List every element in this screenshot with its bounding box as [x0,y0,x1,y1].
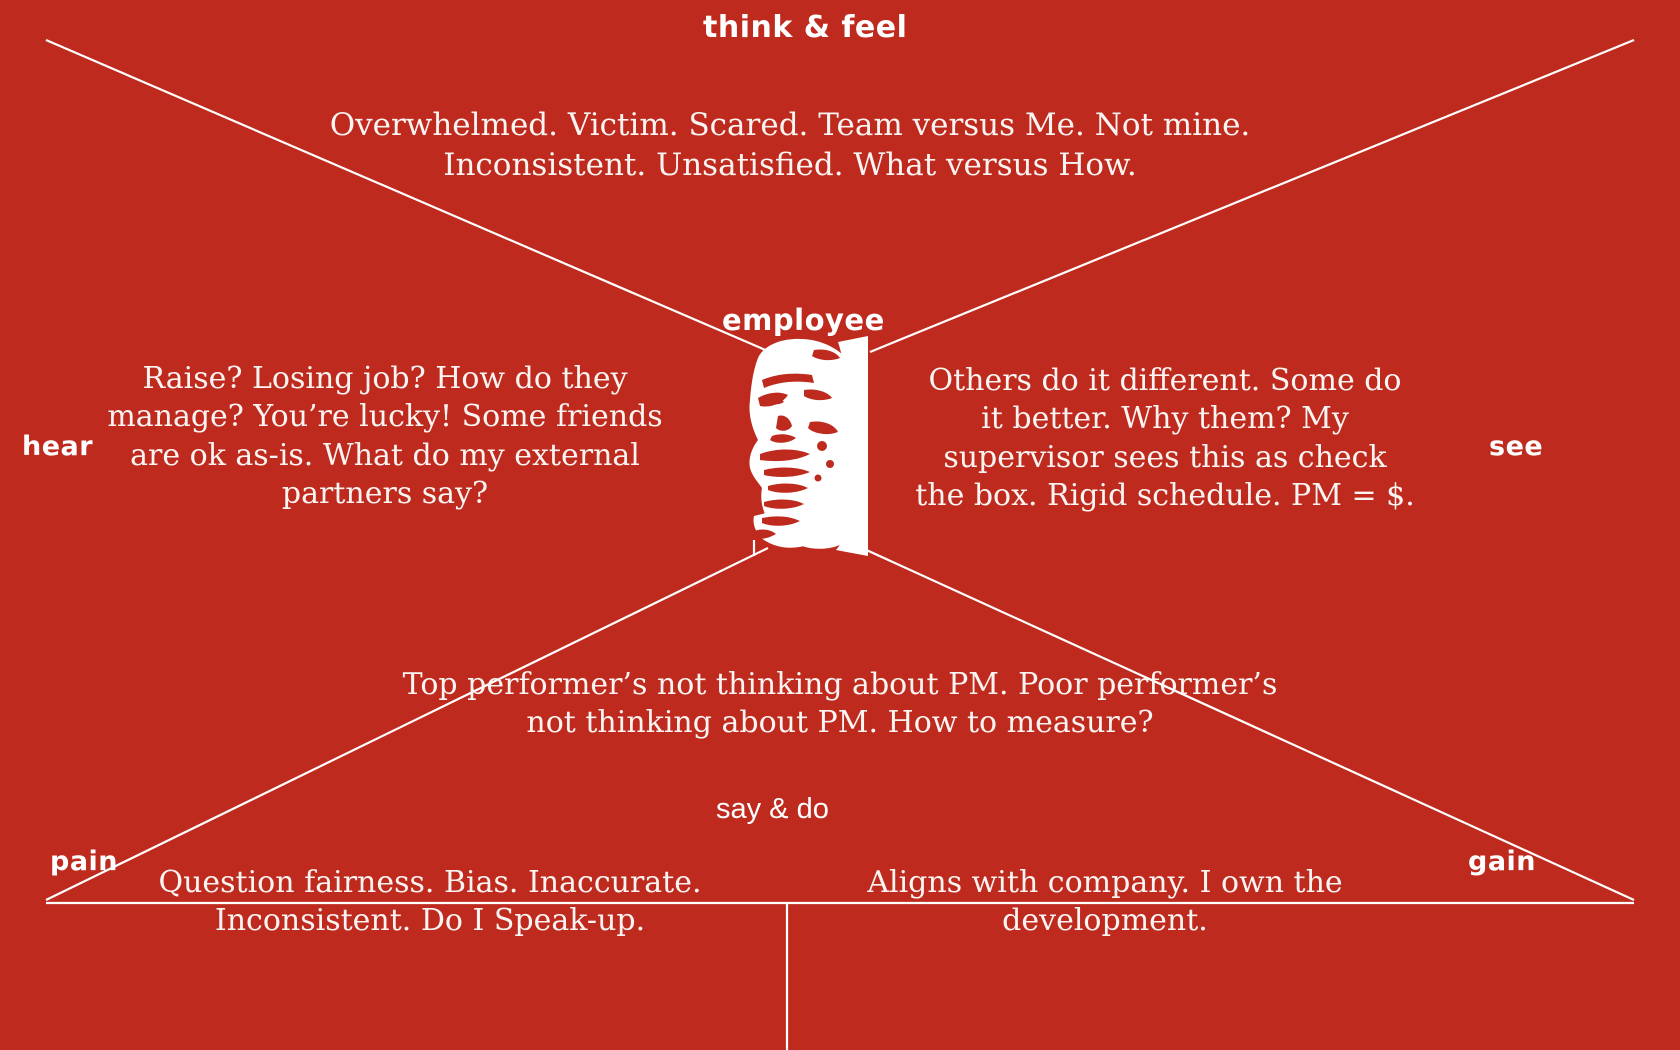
quadrant-text-see: Others do it different. Some do it bette… [915,363,1415,514]
diagonal-top-left [45,38,771,354]
footer-text-gain: Aligns with company. I own the developme… [867,865,1343,939]
quadrant-label-think-feel: think & feel [703,10,908,45]
footer-label-gain: gain [1468,846,1537,877]
quadrant-text-hear: Raise? Losing job? How do they manage? Y… [107,361,663,512]
face-silhouette-icon [718,336,868,556]
quadrant-label-hear: hear [22,431,94,462]
footer-label-pain: pain [50,846,119,877]
quadrant-text-think-feel: Overwhelmed. Victim. Scared. Team versus… [329,107,1251,183]
diagonal-top-right [869,38,1635,354]
quadrant-label-see: see [1489,431,1544,462]
footer-text-pain: Question fairness. Bias. Inaccurate. Inc… [158,865,702,939]
persona-label: employee [722,303,885,337]
quadrant-text-say-do: Top performer’s not thinking about PM. P… [402,667,1278,741]
quadrant-label-say-do: say & do [716,793,829,825]
